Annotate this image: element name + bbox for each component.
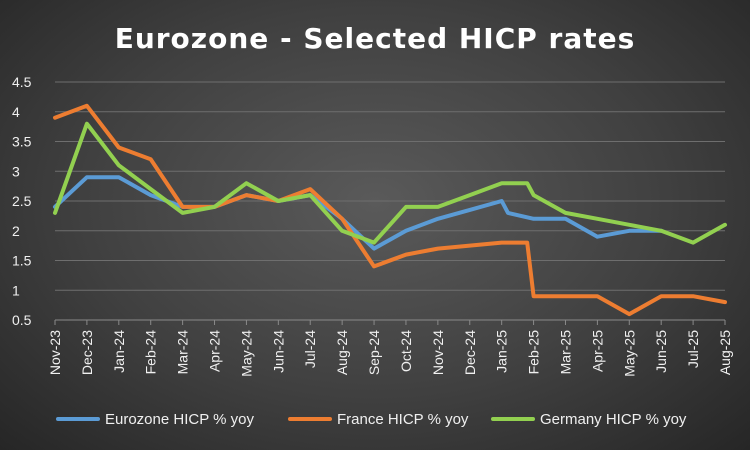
x-tick-label: Aug-25 [717, 330, 733, 375]
x-tick-label: Feb-24 [143, 330, 159, 375]
y-tick-label: 4.5 [12, 74, 32, 90]
y-tick-label: 2.5 [12, 193, 32, 209]
y-tick-label: 0.5 [12, 312, 32, 328]
chart-title: Eurozone - Selected HICP rates [115, 22, 636, 55]
series-line-1 [53, 103, 727, 317]
x-tick-label: Nov-24 [430, 330, 446, 375]
y-tick-label: 4 [12, 104, 20, 120]
x-tick-label: Aug-24 [334, 330, 350, 375]
x-tick-label: Jan-25 [494, 330, 510, 373]
x-tick-label: Jun-25 [653, 330, 669, 373]
x-tick-label: Jul-24 [302, 330, 318, 368]
x-tick-label: Oct-24 [398, 330, 414, 372]
x-tick-label: Apr-25 [589, 330, 605, 372]
x-tick-label: Nov-23 [47, 330, 63, 375]
y-tick-label: 3 [12, 163, 20, 179]
x-tick-label: Jul-25 [685, 330, 701, 368]
x-tick-label: May-25 [621, 330, 637, 377]
legend-label: Germany HICP % yoy [540, 411, 687, 428]
x-tick-label: May-24 [238, 330, 254, 377]
legend-label: Eurozone HICP % yoy [105, 411, 254, 428]
x-tick-label: Mar-25 [557, 330, 573, 375]
y-axis: 0.5 1 1.5 2 2.5 3 3.5 4 4.5 [12, 74, 32, 328]
legend-label: France HICP % yoy [337, 411, 469, 428]
y-tick-label: 3.5 [12, 134, 32, 150]
x-tick-label: Dec-24 [462, 330, 478, 375]
x-tick-label: Apr-24 [207, 330, 223, 372]
x-axis: Nov-23 Dec-23 Jan-24 Feb-24 Mar-24 Apr-24 May-… [47, 319, 733, 377]
series-line-2 [53, 121, 727, 245]
gridlines [55, 81, 725, 321]
x-tick-label: Feb-25 [526, 330, 542, 375]
series-lines [53, 103, 727, 317]
x-tick-label: Mar-24 [175, 330, 191, 375]
x-tick-label: Jan-24 [111, 330, 127, 373]
y-tick-label: 1.5 [12, 253, 32, 269]
x-tick-label: Jun-24 [270, 330, 286, 373]
x-tick-label: Sep-24 [366, 330, 382, 375]
x-tick-label: Dec-23 [79, 330, 95, 375]
y-tick-label: 1 [12, 282, 20, 298]
y-tick-label: 2 [12, 223, 20, 239]
legend: Eurozone HICP % yoy France HICP % yoy Germ… [56, 411, 687, 428]
